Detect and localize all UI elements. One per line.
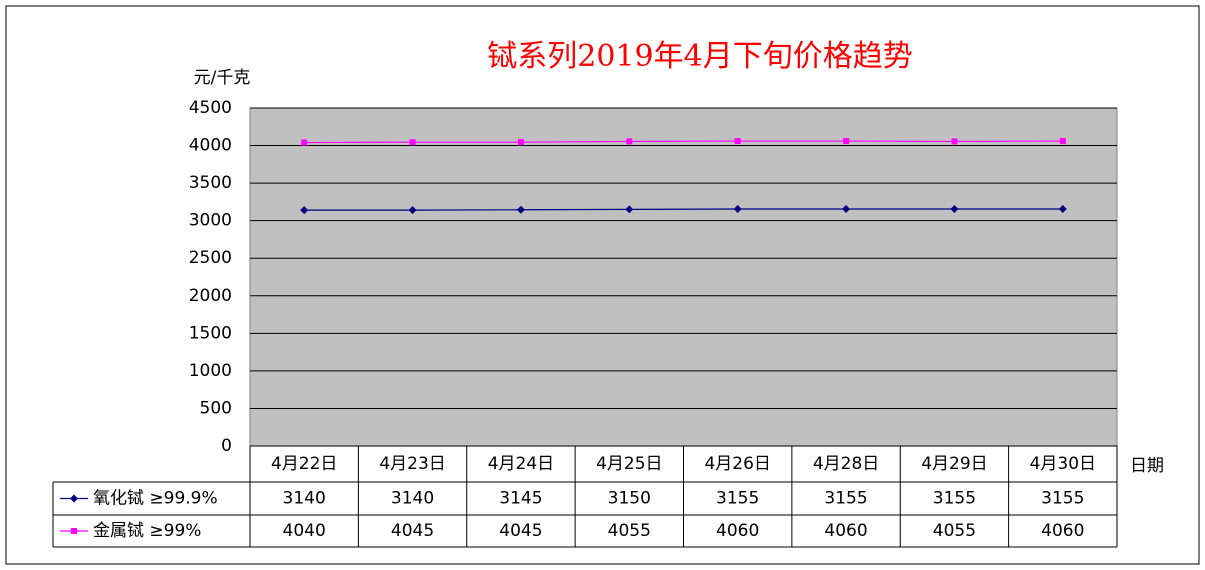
y-tick-label: 4500 <box>189 98 232 118</box>
series-line <box>304 140 1063 144</box>
legend-label: 金属铽 ≥99% <box>93 521 201 541</box>
marker <box>625 205 634 214</box>
table-value: 3155 <box>716 489 759 509</box>
y-tick-label: 0 <box>221 436 232 456</box>
table-value: 3155 <box>824 489 867 509</box>
y-tick-label: 3500 <box>189 173 232 193</box>
marker <box>70 494 78 503</box>
series-line <box>304 208 1063 211</box>
y-tick-label: 1500 <box>189 323 232 343</box>
legend-label: 氧化铽 ≥99.9% <box>93 489 218 509</box>
table-value: 3150 <box>608 489 651 509</box>
marker <box>843 138 850 145</box>
y-tick-label: 500 <box>200 398 232 418</box>
table-value: 3145 <box>499 489 542 509</box>
table-value: 4055 <box>933 521 976 541</box>
marker <box>951 138 958 145</box>
table-value: 4045 <box>499 521 542 541</box>
y-tick-label: 4000 <box>189 136 232 156</box>
marker <box>516 205 525 214</box>
x-tick-label: 4月24日 <box>488 454 554 474</box>
marker <box>950 205 959 214</box>
marker <box>71 528 77 534</box>
x-tick-label: 4月22日 <box>271 454 337 474</box>
marker <box>300 206 309 215</box>
marker <box>1059 138 1066 145</box>
table-value: 4045 <box>391 521 434 541</box>
x-axis-label: 日期 <box>1130 456 1164 476</box>
y-tick-label: 2000 <box>189 286 232 306</box>
marker <box>842 205 851 214</box>
y-tick-label: 3000 <box>189 211 232 231</box>
x-tick-label: 4月28日 <box>813 454 879 474</box>
table-value: 4040 <box>283 521 326 541</box>
x-tick-label: 4月23日 <box>379 454 445 474</box>
table-value: 4060 <box>1041 521 1084 541</box>
table-value: 4060 <box>716 521 759 541</box>
y-tick-label: 2500 <box>189 248 232 268</box>
plot-area <box>249 107 1118 447</box>
y-tick-label: 1000 <box>189 361 232 381</box>
marker <box>301 139 308 146</box>
marker <box>517 139 524 146</box>
marker <box>626 138 633 145</box>
marker <box>733 205 742 214</box>
x-tick-label: 4月25日 <box>596 454 662 474</box>
chart-title: 铽系列2019年4月下旬价格趋势 <box>487 39 912 74</box>
x-tick-label: 4月29日 <box>921 454 987 474</box>
x-tick-label: 4月26日 <box>704 454 770 474</box>
marker <box>1058 205 1067 214</box>
y-axis-label: 元/千克 <box>194 68 251 88</box>
table-value: 3140 <box>283 489 326 509</box>
table-value: 4060 <box>824 521 867 541</box>
x-tick-label: 4月30日 <box>1030 454 1096 474</box>
table-value: 3155 <box>1041 489 1084 509</box>
table-value: 3140 <box>391 489 434 509</box>
table-value: 3155 <box>933 489 976 509</box>
table-value: 4055 <box>608 521 651 541</box>
marker <box>734 138 741 145</box>
marker <box>408 206 417 215</box>
marker <box>409 139 416 146</box>
